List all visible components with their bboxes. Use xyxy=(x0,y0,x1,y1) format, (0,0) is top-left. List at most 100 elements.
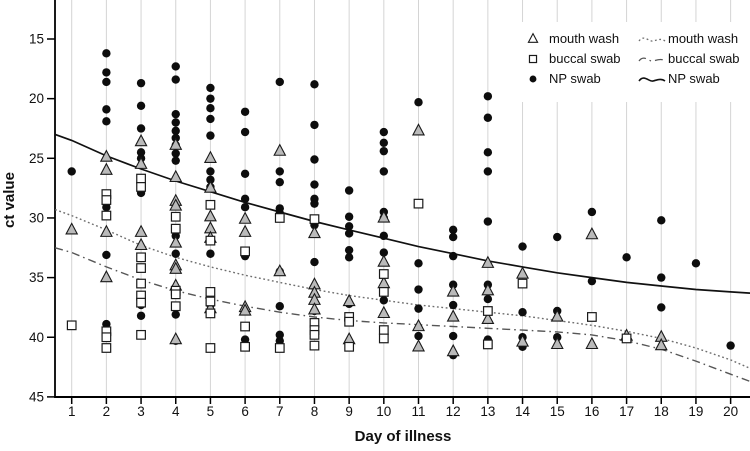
triangle-point-day-3 xyxy=(134,133,148,147)
circle-point-day-12 xyxy=(448,251,458,261)
triangle-point-day-10 xyxy=(377,210,391,223)
circle-point-day-4 xyxy=(171,156,180,165)
square-point-day-3 xyxy=(136,252,146,263)
triangle-point-day-2 xyxy=(99,224,113,237)
square-point-day-8 xyxy=(309,329,320,340)
square-point-day-4 xyxy=(170,289,181,300)
circle-point-day-6 xyxy=(240,169,250,179)
square-point-day-5 xyxy=(205,235,216,246)
triangle-point-day-2 xyxy=(99,149,113,162)
square-point-day-5 xyxy=(205,343,216,353)
circle-point-day-9 xyxy=(344,245,354,255)
circle-point-day-11 xyxy=(414,304,423,313)
triangle-point-day-2 xyxy=(99,162,113,175)
y-tick-label-20: 20 xyxy=(29,91,44,106)
legend-marker-square xyxy=(528,54,538,64)
triangle-point-day-6 xyxy=(238,224,252,237)
triangle-point-day-2 xyxy=(99,269,113,283)
circle-point-day-4 xyxy=(171,249,180,258)
circle-point-day-5 xyxy=(206,167,215,176)
triangle-point-day-4 xyxy=(169,137,183,150)
square-point-day-6 xyxy=(240,321,251,332)
circle-point-day-18 xyxy=(657,216,666,225)
circle-point-day-2 xyxy=(102,77,111,87)
circle-point-day-12 xyxy=(448,225,458,235)
circle-point-day-10 xyxy=(379,231,389,241)
circle-point-day-18 xyxy=(657,303,666,312)
triangle-point-day-3 xyxy=(134,237,148,251)
circle-point-day-2 xyxy=(102,319,111,329)
circle-point-day-5 xyxy=(206,94,215,103)
square-point-day-5 xyxy=(205,199,216,210)
triangle-point-day-11 xyxy=(411,123,426,136)
triangle-point-day-5 xyxy=(203,209,217,222)
legend-line-solid xyxy=(638,77,666,82)
legend-marker-label-0: mouth wash xyxy=(549,31,619,46)
circle-point-day-10 xyxy=(379,146,389,156)
gridlines xyxy=(71,0,732,397)
y-axis-title: ct value xyxy=(1,172,18,228)
triangle-point-day-11 xyxy=(411,339,426,352)
circle-point-day-2 xyxy=(102,203,111,212)
x-tick-label-3: 3 xyxy=(137,404,145,419)
circle-point-day-18 xyxy=(657,273,666,282)
circle-point-day-4 xyxy=(171,62,180,71)
x-tick-label-6: 6 xyxy=(241,404,249,419)
triangle-point-day-13 xyxy=(481,283,495,296)
legend-line-label-0: mouth wash xyxy=(668,31,738,46)
circle-point-day-5 xyxy=(206,114,215,124)
circle-point-day-12 xyxy=(448,300,458,310)
circle-point-day-12 xyxy=(448,232,458,242)
square-point-day-11 xyxy=(413,198,424,209)
square-point-day-6 xyxy=(240,246,251,257)
circle-point-day-4 xyxy=(171,118,180,127)
square-point-day-3 xyxy=(136,329,146,340)
circle-point-day-11 xyxy=(414,98,423,107)
square-point-day-10 xyxy=(378,287,389,297)
circle-point-day-20 xyxy=(726,341,735,350)
square-point-day-9 xyxy=(344,316,355,327)
x-tick-label-1: 1 xyxy=(68,404,76,419)
x-tick-label-14: 14 xyxy=(515,404,531,419)
square-point-day-5 xyxy=(205,296,216,307)
square-point-day-10 xyxy=(378,333,389,344)
circle-point-day-13 xyxy=(483,92,493,101)
circle-point-day-8 xyxy=(310,257,319,267)
square-point-day-5 xyxy=(205,287,216,297)
circle-point-day-17 xyxy=(622,253,631,262)
triangle-point-day-3 xyxy=(134,156,148,169)
x-tick-label-7: 7 xyxy=(276,404,284,419)
circle-point-day-7 xyxy=(275,167,284,176)
x-tick-label-2: 2 xyxy=(103,404,111,419)
circle-point-day-10 xyxy=(379,296,389,305)
square-point-day-4 xyxy=(170,211,181,222)
circle-point-day-8 xyxy=(310,180,319,189)
triangle-point-day-4 xyxy=(169,331,183,345)
legend-marker-triangle xyxy=(527,32,539,43)
triangle-point-day-4 xyxy=(169,261,183,274)
triangle-point-day-16 xyxy=(585,336,599,350)
circle-point-day-6 xyxy=(240,107,250,116)
y-tick-label-30: 30 xyxy=(29,210,44,225)
circle-point-day-19 xyxy=(691,259,701,268)
x-tick-label-18: 18 xyxy=(654,404,669,419)
data-points xyxy=(65,49,735,360)
circle-point-day-7 xyxy=(275,302,284,311)
square-point-day-1 xyxy=(66,320,77,331)
circle-point-day-9 xyxy=(344,253,354,262)
triangle-point-day-3 xyxy=(134,224,148,237)
x-tick-label-8: 8 xyxy=(311,404,319,419)
circle-point-day-2 xyxy=(102,49,111,58)
square-point-day-8 xyxy=(309,214,320,225)
series-buccal-swab xyxy=(66,173,632,353)
legend-line-label-2: NP swab xyxy=(668,71,720,86)
triangle-point-day-11 xyxy=(411,318,426,332)
square-point-day-7 xyxy=(274,213,285,223)
square-point-day-3 xyxy=(136,278,146,289)
circle-point-day-6 xyxy=(240,203,250,212)
circle-point-day-7 xyxy=(275,77,284,87)
circle-point-day-11 xyxy=(414,259,423,268)
circle-point-day-6 xyxy=(240,335,250,344)
circle-point-day-13 xyxy=(483,148,493,157)
